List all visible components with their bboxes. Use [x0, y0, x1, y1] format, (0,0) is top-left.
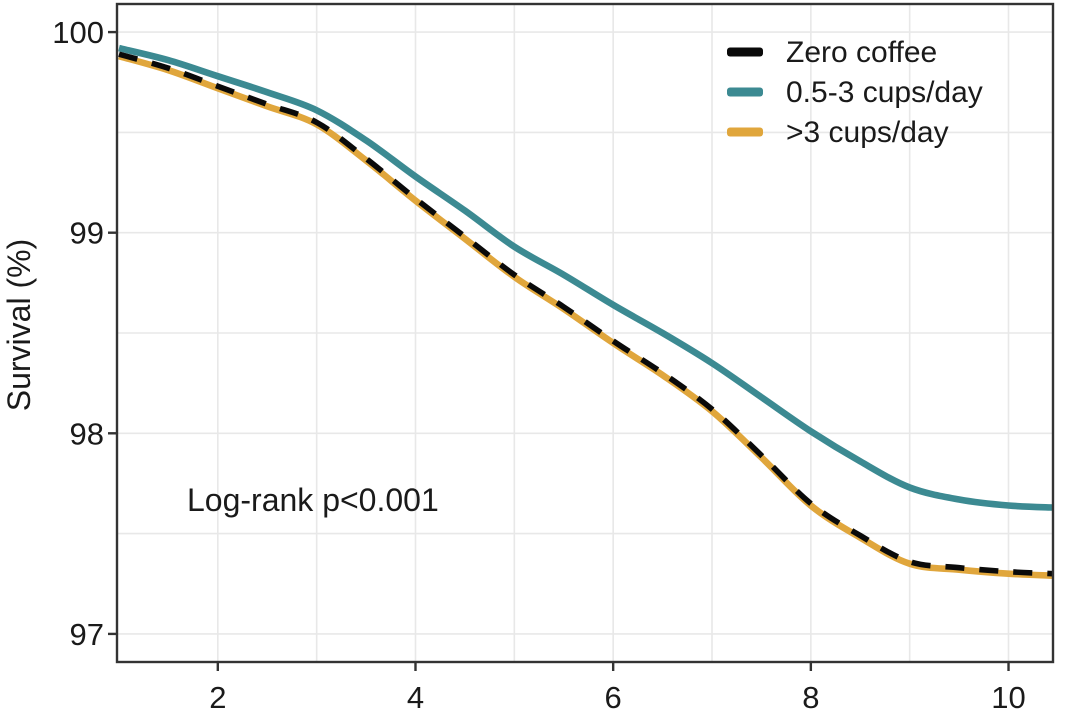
gridlines [117, 4, 1053, 662]
legend-label: 0.5-3 cups/day [786, 76, 983, 109]
x-tick-label: 6 [605, 680, 622, 715]
x-tick-label: 2 [209, 680, 226, 715]
plot-border [115, 2, 1055, 664]
x-tick-label: 8 [802, 680, 819, 715]
y-tick-label: 100 [52, 15, 104, 50]
legend: Zero coffee 0.5-3 cups/day >3 cups/day [727, 36, 983, 149]
x-tick-label: 4 [407, 680, 424, 715]
legend-label: >3 cups/day [786, 116, 949, 149]
x-tick-label: 10 [991, 680, 1025, 715]
legend-swatch [727, 47, 763, 57]
legend-item: >3 cups/day [727, 116, 949, 149]
y-tick-label: 99 [70, 216, 104, 251]
annotation-log-rank: Log-rank p<0.001 [187, 482, 439, 518]
y-tick-label: 98 [70, 416, 104, 451]
y-axis-title: Survival (%) [1, 239, 37, 411]
axis-ticks [108, 30, 1010, 671]
legend-swatch [727, 127, 763, 137]
legend-item: Zero coffee [727, 36, 937, 69]
series-line-zero-coffee [118, 51, 1054, 577]
series-line-0-5-3-cups-day [118, 44, 1054, 511]
legend-item: 0.5-3 cups/day [727, 76, 983, 109]
axis-tick-labels: 2 4 6 8 10 100 99 98 97 [52, 15, 1025, 715]
y-tick-label: 97 [70, 617, 104, 652]
legend-label: Zero coffee [786, 36, 937, 69]
series-lines [118, 44, 1054, 579]
legend-swatch [727, 87, 763, 97]
